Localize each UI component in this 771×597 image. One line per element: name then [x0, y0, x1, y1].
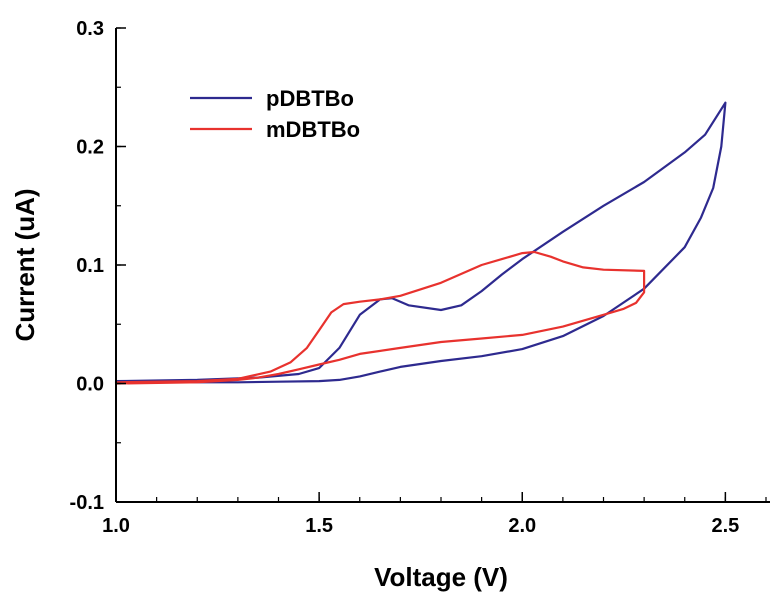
- legend-label-mDBTBo: mDBTBo: [266, 117, 360, 142]
- axes-layer: 1.0 1.5 2.0 2.5 -0.1 0.0 0.1 0.2 0.3: [70, 18, 770, 537]
- y-tick-label: 0.1: [76, 255, 104, 277]
- y-axis-title: Current (uA): [10, 188, 40, 341]
- plot-area-background: [116, 28, 766, 502]
- x-axis-title: Voltage (V): [374, 562, 508, 592]
- y-tick-label: 0.2: [76, 137, 104, 159]
- y-tick-label: 0.0: [76, 374, 104, 396]
- y-tick-label: 0.3: [76, 18, 104, 40]
- x-tick-label: 1.5: [305, 515, 333, 537]
- legend: pDBTBo mDBTBo: [190, 86, 360, 142]
- y-tick-label: -0.1: [70, 492, 104, 514]
- series-line-pDBTBo: [114, 101, 727, 384]
- series-layer: [114, 101, 727, 385]
- legend-label-pDBTBo: pDBTBo: [266, 86, 354, 111]
- x-tick-label: 2.5: [711, 515, 739, 537]
- series-line-mDBTBo: [114, 250, 646, 385]
- x-tick-label: 2.0: [508, 515, 536, 537]
- x-tick-label: 1.0: [102, 515, 130, 537]
